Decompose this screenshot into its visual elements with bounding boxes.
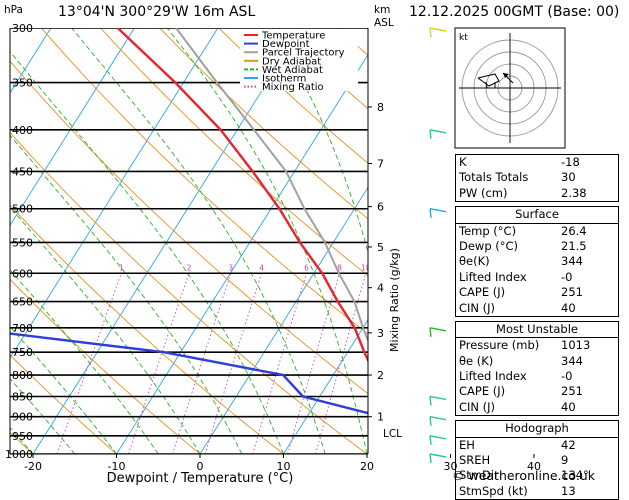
pressure-tick-label: 800 [12, 369, 33, 382]
index-row: PW (cm)2.38 [456, 186, 618, 201]
pressure-tick-label: 500 [12, 203, 33, 216]
mixing-ratio-axis-label: Mixing Ratio (g/kg) [388, 248, 401, 352]
index-row: Dewp (°C)21.5 [456, 239, 618, 254]
mixing-ratio-label: 4 [259, 263, 264, 272]
index-row: CIN (J)40 [456, 400, 618, 415]
height-tick-label: 4 [377, 282, 384, 295]
index-row: CAPE (J)251 [456, 384, 618, 399]
wind-barb-icon [430, 436, 446, 439]
most-unstable-box: Most Unstable Pressure (mb)1013 θe (K)34… [455, 321, 619, 416]
pressure-tick-label: 650 [12, 296, 33, 309]
height-tick-label: 7 [377, 158, 384, 171]
index-row: Pressure (mb)1013 [456, 338, 618, 353]
wind-barb-icon [430, 417, 431, 426]
x-tick-label: -20 [24, 460, 42, 473]
pressure-tick-label: 750 [12, 346, 33, 359]
wind-barb-icon [430, 436, 431, 445]
wind-barb-icon [430, 417, 446, 420]
wind-barb-icon [430, 28, 431, 37]
pressure-tick-label: 600 [12, 267, 33, 280]
index-row: K-18 [456, 155, 618, 170]
wind-barb-icon [430, 328, 431, 337]
mixing-ratio-label: 10 [361, 263, 371, 272]
mixing-ratio-label: 1 [119, 263, 124, 272]
index-row: StmSpd (kt)13 [456, 484, 618, 499]
pressure-tick-label: 350 [12, 77, 33, 90]
surface-box: Surface Temp (°C)26.4 Dewp (°C)21.5 θe(K… [455, 206, 619, 317]
height-tick-label: 3 [377, 327, 384, 340]
mixing-ratio-label: 6 [304, 263, 309, 272]
height-tick-label: 1 [377, 411, 384, 424]
dry-adiabat-line [617, 16, 629, 454]
height-tick-label: 6 [377, 201, 384, 214]
index-row: Temp (°C)26.4 [456, 224, 618, 239]
mixing-ratio-label: 15 [410, 263, 420, 272]
wind-barb-icon [430, 396, 431, 405]
index-row: Lifted Index-0 [456, 369, 618, 384]
isotherm-line [117, 28, 385, 454]
mixing-ratio-line [57, 273, 121, 454]
wet-adiabat-line [0, 28, 284, 454]
index-row: Lifted Index-0 [456, 270, 618, 285]
pressure-tick-label: 950 [12, 430, 33, 443]
x-axis-label: Dewpoint / Temperature (°C) [107, 471, 294, 486]
legend-label: Mixing Ratio [262, 82, 324, 93]
mixing-ratio-line [253, 273, 307, 454]
mixing-ratio-line [128, 273, 189, 454]
hodograph-title: Hodograph [456, 421, 618, 437]
height-axis-unit: km [374, 4, 390, 16]
index-row: CIN (J)40 [456, 301, 618, 316]
index-row: CAPE (J)251 [456, 285, 618, 300]
isotherm-line [618, 28, 629, 454]
wind-barb-icon [430, 328, 446, 331]
x-tick-label: 20 [360, 460, 374, 473]
mixing-ratio-label: 2 [187, 263, 192, 272]
wind-barb-icon [430, 130, 446, 133]
hodograph-unit: kt [459, 33, 468, 43]
pressure-tick-label: 850 [12, 390, 33, 403]
hodograph: kt [455, 28, 565, 148]
datetime-header: 12.12.2025 00GMT (Base: 00) [409, 4, 619, 20]
location-header: 13°04'N 300°29'W 16m ASL [58, 4, 255, 20]
index-row: θe(K)344 [456, 254, 618, 269]
height-axis-unit: ASL [374, 17, 394, 29]
wet-adiabat-line [372, 28, 450, 454]
index-row: θe (K)344 [456, 354, 618, 369]
chart-curves [0, 28, 420, 454]
wind-barb-icon [430, 28, 446, 31]
lcl-label: LCL [383, 428, 402, 440]
most-unstable-title: Most Unstable [456, 322, 618, 338]
wind-barb-icon [430, 454, 431, 463]
mixing-ratio-label: 3 [228, 263, 233, 272]
wind-barbs [430, 28, 446, 463]
wind-barb-icon [430, 209, 446, 212]
height-tick-label: 5 [377, 241, 384, 254]
pressure-tick-label: 900 [12, 411, 33, 424]
y-axis-unit: hPa [4, 4, 23, 16]
height-tick-label: 2 [377, 369, 384, 382]
wind-barb-icon [430, 130, 431, 139]
isotherm-line [200, 28, 468, 454]
pressure-tick-label: 700 [12, 322, 33, 335]
copyright-text: © weatheronline.co.uk [452, 468, 595, 483]
pressure-tick-label: 300 [12, 22, 33, 35]
wind-barb-icon [430, 209, 431, 218]
pressure-tick-label: 400 [12, 124, 33, 137]
wind-barb-icon [430, 396, 446, 399]
surface-title: Surface [456, 207, 618, 223]
pressure-tick-label: 550 [12, 236, 33, 249]
height-tick-label: 8 [377, 101, 384, 114]
mixing-ratio-line [406, 273, 451, 454]
wind-barb-icon [430, 454, 446, 457]
pressure-tick-label: 450 [12, 165, 33, 178]
